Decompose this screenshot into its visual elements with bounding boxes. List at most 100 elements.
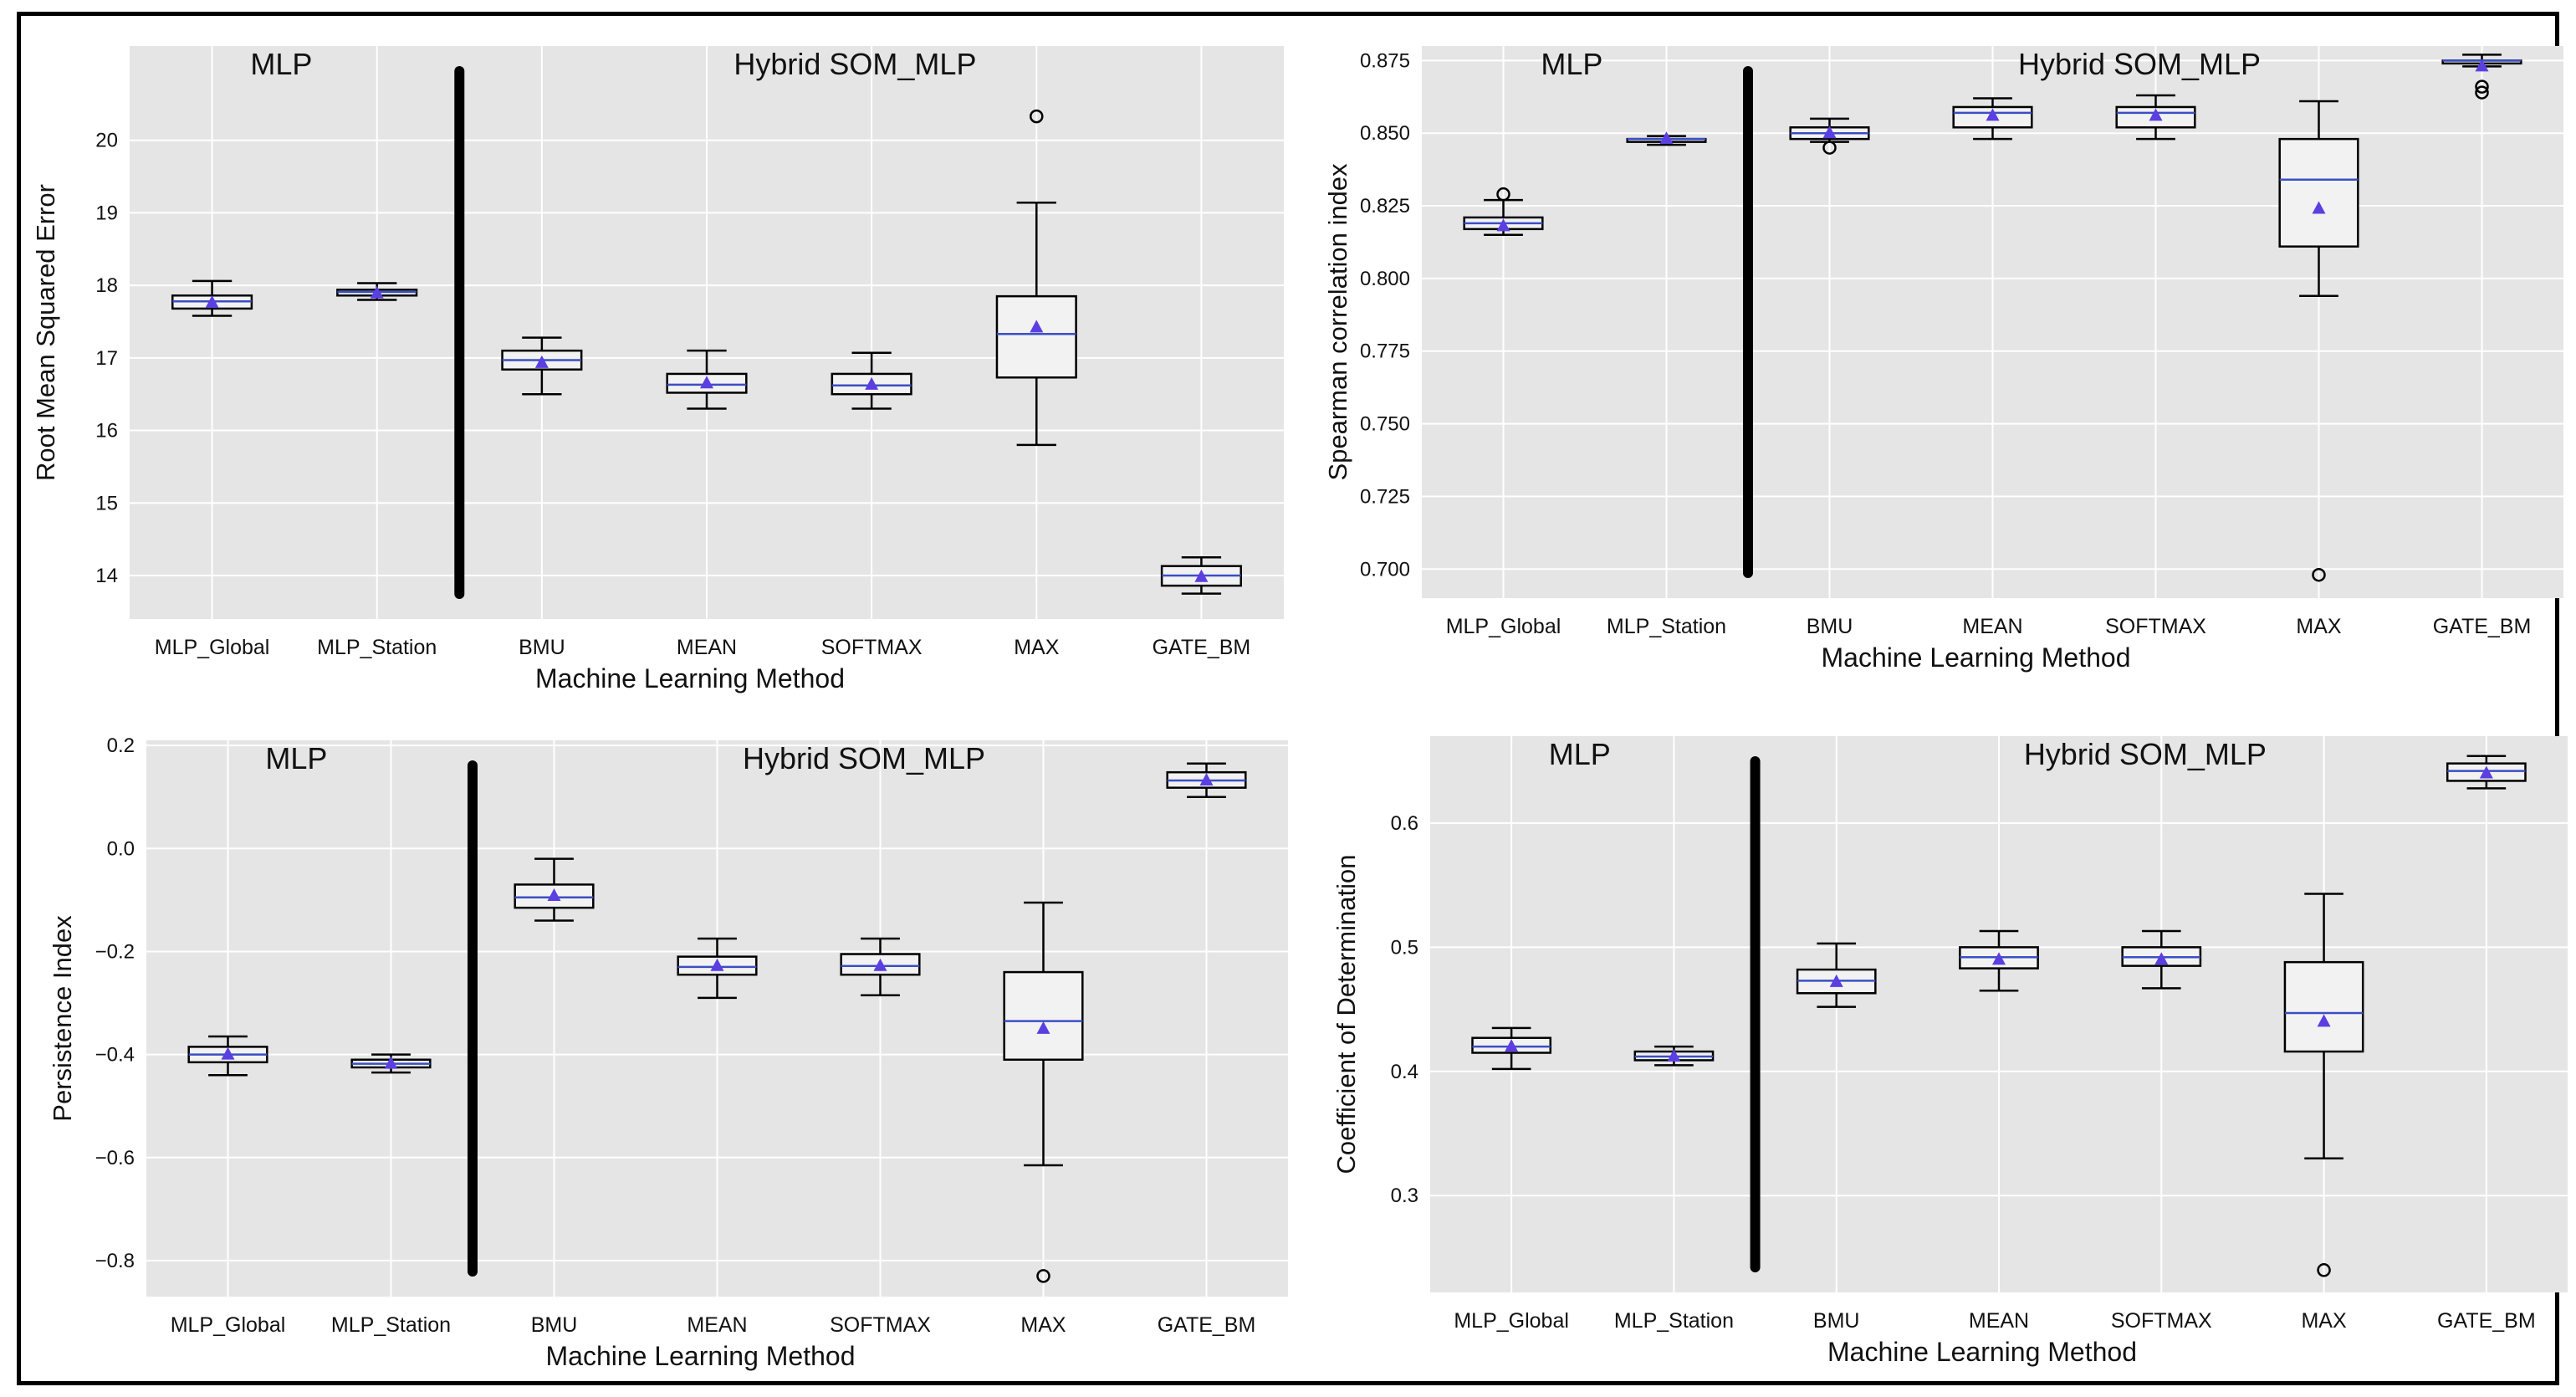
y-tick-label: 0.775 [1360, 340, 1410, 363]
x-tick-label: MEAN [687, 1313, 747, 1337]
x-tick-label: MLP_Global [1454, 1309, 1569, 1333]
mean-marker [1667, 1048, 1681, 1062]
x-tick-label: BMU [519, 636, 565, 659]
mean-marker [2317, 1014, 2331, 1027]
x-tick-label: BMU [1813, 1309, 1860, 1333]
x-tick-label: SOFTMAX [830, 1313, 931, 1337]
x-tick-label: MLP_Station [317, 636, 437, 659]
x-tick-label: MLP_Global [171, 1313, 286, 1337]
mean-marker [1829, 974, 1843, 987]
mean-marker [1194, 569, 1209, 582]
x-tick-label: BMU [1807, 615, 1853, 638]
x-tick-label: GATE_BM [1153, 636, 1251, 659]
y-tick-label: 18 [95, 274, 118, 297]
box [1003, 970, 1084, 1062]
y-tick-label: 0.3 [1391, 1185, 1418, 1207]
x-tick-label: MLP_Station [1607, 615, 1726, 638]
y-tick-label: 19 [95, 202, 118, 224]
x-tick-label: MLP_Global [155, 636, 270, 659]
mean-marker [2479, 765, 2493, 779]
outlier-point [2475, 79, 2489, 94]
spearman-chart: 0.700 0.725 0.750 0.775 0.800 0.825 0.850 0.875… [1323, 46, 2563, 673]
outlier-point [1036, 1269, 1050, 1283]
rmse-chart: 14 15 16 17 18 19 20 MLP Hybrid SOM_MLP MLP_Globa… [31, 46, 1284, 693]
y-tick-label: −0.6 [95, 1147, 135, 1169]
y-tick-label: 0.6 [1391, 812, 1418, 835]
group-label-hybrid: Hybrid SOM_MLP [733, 47, 976, 81]
mean-marker [221, 1046, 235, 1060]
y-tick-label: 15 [95, 492, 118, 514]
group-label-mlp: MLP [265, 741, 327, 775]
mean-marker [370, 285, 384, 299]
x-tick-label: MEAN [1969, 1309, 2029, 1333]
x-tick-label: MAX [2296, 615, 2342, 638]
x-tick-label: MEAN [1962, 615, 2022, 638]
mean-marker [1505, 1039, 1519, 1052]
y-tick-label: 0.800 [1360, 268, 1410, 290]
mean-marker [2149, 108, 2163, 121]
mean-marker [2475, 59, 2489, 72]
mean-marker [2154, 952, 2169, 965]
spearman-panel: 0.700 0.725 0.750 0.775 0.800 0.825 0.850 0.875… [1305, 25, 2576, 711]
x-tick-label: SOFTMAX [2105, 615, 2206, 638]
mean-marker [865, 376, 879, 390]
y-tick-label: 0.875 [1360, 49, 1410, 72]
r2-chart: 0.3 0.4 0.5 0.6 MLP Hybrid SOM_MLP MLP_Global M… [1331, 736, 2568, 1367]
mean-marker [700, 376, 713, 389]
x-tick-label: GATE_BM [2433, 615, 2532, 638]
y-tick-label: 17 [95, 347, 118, 370]
outlier-point [2312, 567, 2326, 582]
mean-marker [1659, 131, 1674, 145]
x-axis-title: Machine Learning Method [545, 1341, 855, 1371]
outlier-point [2475, 85, 2489, 100]
y-tick-label: −0.8 [95, 1250, 135, 1272]
group-label-hybrid: Hybrid SOM_MLP [743, 741, 985, 775]
y-tick-label: 0.725 [1360, 485, 1410, 508]
mean-marker [205, 294, 219, 308]
x-tick-label: MLP_Global [1446, 615, 1561, 638]
box [995, 294, 1077, 379]
outlier-point [1030, 109, 1044, 124]
x-tick-label: SOFTMAX [2111, 1309, 2212, 1333]
x-tick-label: BMU [531, 1313, 578, 1337]
mean-marker [534, 355, 549, 368]
y-tick-label: 0.850 [1360, 122, 1410, 145]
mean-marker [2312, 201, 2326, 214]
mean-marker [1822, 125, 1837, 139]
box [2278, 137, 2359, 248]
mean-marker [1496, 218, 1510, 232]
y-tick-label: 0.2 [107, 734, 135, 757]
r2-panel: 0.3 0.4 0.5 0.6 MLP Hybrid SOM_MLP MLP_Global M… [1305, 703, 2576, 1389]
x-tick-label: MEAN [677, 636, 737, 659]
mean-marker [547, 888, 561, 901]
group-label-mlp: MLP [250, 47, 312, 81]
y-axis-title: Coefficient of Determination [1331, 855, 1361, 1174]
y-tick-label: 0.750 [1360, 413, 1410, 436]
y-tick-label: 16 [95, 420, 118, 443]
mean-marker [1992, 952, 2006, 965]
outlier-point [2317, 1263, 2331, 1277]
y-tick-label: 14 [95, 565, 118, 587]
x-tick-label: GATE_BM [2437, 1309, 2536, 1333]
y-axis-title: Persistence Index [48, 915, 77, 1122]
outlier-point [1822, 141, 1837, 155]
x-tick-label: MAX [1020, 1313, 1066, 1337]
x-axis-title: Machine Learning Method [1827, 1337, 2137, 1367]
mean-marker [1036, 1021, 1050, 1034]
y-tick-label: −0.2 [95, 940, 135, 963]
y-tick-label: 0.5 [1391, 936, 1418, 959]
y-tick-label: 0.825 [1360, 195, 1410, 217]
box [2283, 960, 2364, 1053]
x-tick-label: SOFTMAX [821, 636, 923, 659]
mean-marker [1030, 320, 1044, 333]
y-tick-label: 20 [95, 130, 118, 152]
x-tick-label: MLP_Station [331, 1313, 451, 1337]
mean-marker [1199, 773, 1214, 786]
group-label-hybrid: Hybrid SOM_MLP [2018, 47, 2261, 81]
group-label-hybrid: Hybrid SOM_MLP [2024, 737, 2267, 771]
rmse-panel: 14 15 16 17 18 19 20 MLP Hybrid SOM_MLP MLP_Globa… [25, 25, 1313, 711]
y-tick-label: 0.0 [107, 837, 135, 860]
figure-frame [17, 12, 2559, 1385]
mean-marker [384, 1056, 398, 1069]
mean-marker [873, 958, 887, 971]
